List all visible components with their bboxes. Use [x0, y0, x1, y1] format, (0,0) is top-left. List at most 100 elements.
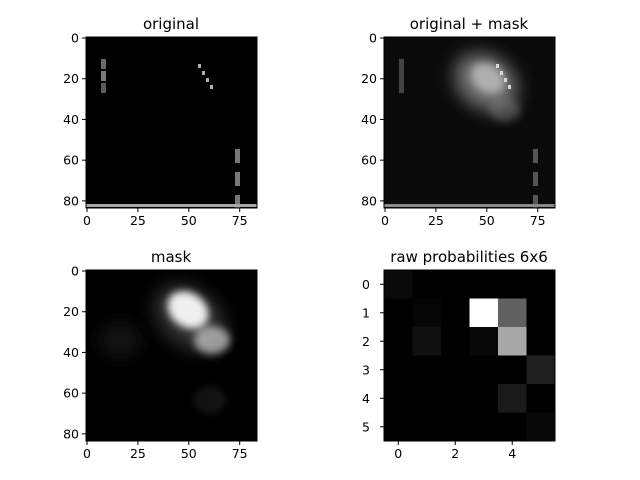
overlay-mask-core — [471, 62, 505, 94]
mask-peak — [167, 291, 209, 329]
probability-grid — [384, 270, 556, 442]
overlay-diagonal-dash — [508, 85, 511, 89]
x-tick-label: 75 — [530, 213, 546, 228]
diagonal-dash — [198, 64, 201, 68]
probability-cell — [469, 327, 499, 356]
diagonal-dash — [202, 71, 205, 75]
panel-title-raw-probabilities: raw probabilities 6x6 — [390, 248, 548, 266]
mask-secondary-lobe — [194, 326, 230, 354]
y-tick-label: 0 — [71, 31, 79, 46]
panel-mask: mask 0 25 50 75 0 20 40 60 80 — [63, 248, 258, 461]
vertical-blob-segment — [101, 71, 106, 81]
y-tick-label: 80 — [361, 193, 377, 208]
probability-cell — [469, 412, 499, 442]
x-tick-label: 25 — [130, 213, 146, 228]
probability-cell — [498, 384, 527, 413]
probability-cell — [412, 327, 442, 356]
probability-cell — [384, 298, 413, 328]
probability-cell — [526, 384, 556, 413]
overlay-bottom-bar — [384, 204, 555, 207]
vertical-blob-segment — [101, 59, 106, 69]
ticks-original-plus-mask: 0 25 50 75 0 20 40 60 80 — [361, 31, 546, 228]
axes-frame — [85, 269, 258, 442]
mask-faint-bottom — [194, 386, 226, 414]
bottom-bar — [86, 204, 257, 207]
y-tick-label: 1 — [362, 305, 370, 320]
probability-cell — [441, 384, 470, 413]
probability-cell — [412, 412, 442, 442]
panel-raw-probabilities: raw probabilities 6x6 0 2 4 0 1 2 3 4 5 — [362, 248, 556, 461]
overlay-right-dash — [533, 149, 538, 163]
y-tick-label: 0 — [71, 264, 79, 279]
x-tick-label: 50 — [479, 213, 495, 228]
probability-cell — [526, 412, 556, 442]
overlay-diagonal-dash — [504, 78, 507, 82]
right-dash — [235, 172, 240, 186]
overlay-mask-tail — [489, 98, 521, 122]
y-tick-label: 20 — [63, 71, 79, 86]
probability-cell — [412, 384, 442, 413]
overlay-image — [384, 37, 555, 208]
probability-cell — [498, 355, 527, 385]
x-tick-label: 0 — [394, 446, 402, 461]
y-tick-label: 0 — [362, 277, 370, 292]
axes-frame — [85, 36, 258, 209]
probability-cell — [384, 412, 413, 442]
probability-cell — [526, 298, 556, 328]
probability-cell — [469, 298, 499, 328]
x-tick-label: 0 — [83, 446, 91, 461]
probability-cell — [441, 412, 470, 442]
y-tick-label: 60 — [63, 153, 79, 168]
y-tick-label: 40 — [63, 345, 79, 360]
right-dash — [235, 195, 240, 208]
x-tick-label: 4 — [508, 446, 516, 461]
diagonal-dash — [206, 78, 209, 82]
probability-cell — [441, 270, 470, 299]
y-tick-label: 2 — [362, 334, 370, 349]
overlay-diagonal-dash — [496, 64, 499, 68]
probability-cell — [498, 298, 527, 328]
panel-title-original: original — [143, 15, 199, 33]
axes-frame — [383, 36, 556, 209]
probability-cell — [498, 412, 527, 442]
overlay-right-dash — [533, 195, 538, 208]
probability-cell — [441, 298, 470, 328]
original-background — [86, 37, 257, 208]
y-tick-label: 20 — [361, 71, 377, 86]
panel-title-mask: mask — [151, 248, 192, 266]
y-tick-label: 20 — [63, 304, 79, 319]
original-image — [86, 37, 257, 208]
overlay-right-dash — [533, 172, 538, 186]
right-dash — [235, 149, 240, 163]
x-tick-label: 25 — [130, 446, 146, 461]
x-tick-label: 2 — [451, 446, 459, 461]
probability-cell — [384, 355, 413, 385]
ticks-original: 0 25 50 75 0 20 40 60 80 — [63, 31, 248, 228]
probability-cell — [441, 327, 470, 356]
axes-frame — [383, 269, 556, 442]
probability-cell — [498, 327, 527, 356]
probability-cell — [526, 355, 556, 385]
x-tick-label: 0 — [83, 213, 91, 228]
probability-cell — [469, 384, 499, 413]
probability-cell — [526, 270, 556, 299]
y-tick-label: 60 — [361, 153, 377, 168]
y-tick-label: 4 — [362, 391, 370, 406]
overlay-vertical-blob — [399, 59, 404, 93]
y-tick-label: 40 — [63, 112, 79, 127]
x-tick-label: 0 — [381, 213, 389, 228]
y-tick-label: 40 — [361, 112, 377, 127]
x-tick-label: 25 — [428, 213, 444, 228]
mask-image — [86, 270, 257, 441]
y-tick-label: 0 — [369, 31, 377, 46]
probability-cell — [412, 355, 442, 385]
probability-cell — [498, 270, 527, 299]
probability-cell — [412, 270, 442, 299]
probability-cell — [384, 327, 413, 356]
panel-original-plus-mask: original + mask 0 25 50 75 0 20 40 60 80 — [361, 15, 556, 228]
x-tick-label: 50 — [181, 446, 197, 461]
mask-faint-left — [98, 322, 142, 358]
ticks-mask: 0 25 50 75 0 20 40 60 80 — [63, 264, 248, 461]
x-tick-label: 50 — [181, 213, 197, 228]
